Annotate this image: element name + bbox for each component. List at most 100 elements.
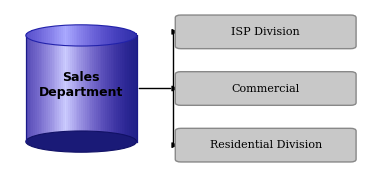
Polygon shape: [90, 25, 92, 46]
Polygon shape: [90, 35, 92, 142]
Polygon shape: [52, 35, 54, 142]
Polygon shape: [101, 26, 103, 45]
Polygon shape: [111, 35, 113, 142]
Polygon shape: [37, 35, 39, 142]
Polygon shape: [63, 35, 65, 142]
Polygon shape: [118, 35, 120, 142]
Polygon shape: [129, 30, 131, 40]
Polygon shape: [79, 35, 81, 142]
Polygon shape: [70, 25, 72, 46]
Polygon shape: [98, 25, 100, 45]
Polygon shape: [100, 25, 101, 45]
Polygon shape: [26, 35, 28, 142]
Polygon shape: [35, 29, 37, 42]
FancyBboxPatch shape: [175, 128, 356, 162]
Polygon shape: [76, 25, 77, 46]
Polygon shape: [33, 30, 35, 41]
Polygon shape: [41, 28, 42, 43]
Polygon shape: [125, 29, 127, 42]
Polygon shape: [74, 35, 76, 142]
Text: Residential Division: Residential Division: [210, 140, 322, 150]
Polygon shape: [92, 35, 94, 142]
Polygon shape: [50, 27, 52, 44]
Polygon shape: [70, 35, 72, 142]
Polygon shape: [100, 35, 101, 142]
Polygon shape: [124, 29, 125, 42]
Polygon shape: [66, 35, 68, 142]
Polygon shape: [122, 28, 124, 42]
Polygon shape: [57, 35, 59, 142]
Polygon shape: [116, 27, 118, 44]
Polygon shape: [105, 26, 107, 45]
Polygon shape: [28, 32, 30, 39]
Polygon shape: [44, 35, 46, 142]
Polygon shape: [113, 35, 114, 142]
Polygon shape: [129, 35, 131, 142]
Polygon shape: [30, 31, 31, 40]
Polygon shape: [103, 35, 105, 142]
Polygon shape: [33, 35, 35, 142]
Polygon shape: [96, 25, 98, 46]
Polygon shape: [120, 28, 122, 43]
Polygon shape: [41, 35, 42, 142]
Polygon shape: [87, 35, 89, 142]
Polygon shape: [109, 26, 111, 44]
Polygon shape: [124, 35, 125, 142]
Polygon shape: [61, 35, 63, 142]
Polygon shape: [98, 35, 100, 142]
Polygon shape: [127, 35, 129, 142]
Polygon shape: [30, 35, 31, 142]
Polygon shape: [57, 26, 59, 45]
Polygon shape: [131, 35, 133, 142]
Polygon shape: [101, 35, 103, 142]
Polygon shape: [66, 25, 68, 46]
Polygon shape: [107, 35, 109, 142]
Polygon shape: [50, 35, 52, 142]
Polygon shape: [65, 25, 66, 46]
FancyBboxPatch shape: [175, 15, 356, 49]
Ellipse shape: [26, 131, 137, 152]
Polygon shape: [92, 25, 94, 46]
Polygon shape: [44, 27, 46, 44]
Polygon shape: [125, 35, 127, 142]
Polygon shape: [89, 35, 90, 142]
Polygon shape: [55, 26, 57, 45]
Polygon shape: [42, 35, 44, 142]
Polygon shape: [131, 31, 133, 40]
Polygon shape: [109, 35, 111, 142]
Polygon shape: [77, 35, 79, 142]
Polygon shape: [111, 27, 113, 44]
Polygon shape: [72, 35, 74, 142]
Polygon shape: [59, 35, 61, 142]
Polygon shape: [113, 27, 114, 44]
Text: Commercial: Commercial: [232, 84, 300, 93]
Polygon shape: [77, 25, 79, 46]
Polygon shape: [81, 35, 83, 142]
Polygon shape: [94, 25, 96, 46]
Polygon shape: [72, 25, 74, 46]
Text: ISP Division: ISP Division: [231, 27, 300, 37]
Polygon shape: [87, 25, 89, 46]
Polygon shape: [118, 28, 120, 43]
Polygon shape: [114, 35, 116, 142]
Polygon shape: [68, 35, 70, 142]
Polygon shape: [37, 29, 39, 42]
Polygon shape: [55, 35, 57, 142]
Polygon shape: [85, 25, 87, 46]
Polygon shape: [35, 35, 37, 142]
Text: Sales
Department: Sales Department: [39, 71, 123, 99]
Polygon shape: [48, 35, 50, 142]
Polygon shape: [59, 26, 61, 45]
Polygon shape: [103, 26, 105, 45]
Polygon shape: [26, 33, 28, 37]
Polygon shape: [105, 35, 107, 142]
FancyBboxPatch shape: [175, 72, 356, 105]
Polygon shape: [133, 32, 135, 39]
Polygon shape: [114, 27, 116, 44]
Polygon shape: [122, 35, 124, 142]
Polygon shape: [96, 35, 98, 142]
Polygon shape: [46, 35, 48, 142]
Polygon shape: [28, 35, 30, 142]
Polygon shape: [83, 25, 85, 46]
Polygon shape: [74, 25, 76, 46]
